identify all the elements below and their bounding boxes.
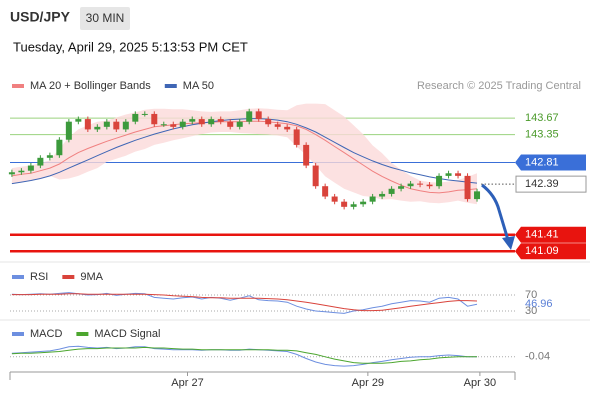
candle-body — [265, 119, 272, 125]
y-tick-label: -0.04 — [525, 351, 550, 363]
level-box — [515, 243, 586, 260]
candle-body — [179, 121, 186, 127]
candle-body — [417, 183, 424, 185]
x-tick-label: Apr 30 — [464, 377, 496, 389]
candle-body — [103, 121, 110, 127]
candle-body — [274, 124, 281, 127]
candle-body — [236, 121, 243, 127]
x-tick-label: Apr 27 — [171, 377, 203, 389]
level-label: 141.09 — [525, 245, 559, 257]
candle-body — [436, 175, 443, 187]
current-value-label: 46.96 — [525, 298, 553, 310]
candle-body — [75, 119, 82, 122]
legend-label: MACD — [30, 328, 62, 340]
legend-label: 9MA — [80, 271, 103, 283]
candle-body — [84, 119, 91, 130]
y-tick-label: 70 — [525, 289, 537, 301]
candle-body — [113, 121, 120, 130]
legend-swatch — [12, 275, 24, 279]
candle-body — [132, 113, 139, 122]
line — [11, 293, 478, 312]
current-price-label: 142.39 — [525, 178, 559, 190]
candle-body — [170, 124, 177, 127]
candle-body — [246, 111, 253, 122]
interval-badge — [80, 7, 130, 30]
candle-body — [322, 186, 329, 197]
candle-body — [65, 121, 72, 140]
level-label: 143.35 — [525, 128, 559, 140]
candle-body — [284, 126, 291, 130]
level-box — [515, 226, 586, 243]
candle-body — [369, 196, 376, 202]
symbol: USD/JPY — [10, 9, 71, 25]
candle-body — [445, 173, 452, 176]
candle-body — [341, 201, 348, 207]
forecast-arrow — [481, 183, 510, 241]
candle-body — [255, 111, 262, 120]
timestamp: Tuesday, April 29, 2025 5:13:53 PM CET — [13, 39, 248, 54]
credit: Research © 2025 Trading Central — [417, 80, 581, 92]
candle-body — [388, 188, 395, 194]
level-label: 141.41 — [525, 229, 559, 241]
legend-label: MACD Signal — [94, 328, 160, 340]
candle-body — [350, 204, 357, 207]
candle-body — [18, 170, 25, 173]
candle-body — [303, 144, 310, 166]
legend-swatch — [12, 332, 24, 336]
interval: 30 MIN — [86, 11, 125, 25]
candle-body — [464, 175, 471, 200]
x-tick-label: Apr 29 — [352, 377, 384, 389]
legend-swatch — [12, 84, 24, 88]
candle-body — [227, 121, 234, 127]
candle-body — [360, 201, 367, 205]
candle-body — [122, 121, 129, 130]
candle-body — [474, 191, 481, 200]
line — [11, 292, 478, 314]
legend-label: MA 20 + Bollinger Bands — [30, 80, 151, 92]
candle-body — [27, 165, 34, 171]
level-label: 142.81 — [525, 156, 559, 168]
line — [11, 120, 478, 194]
candle-body — [293, 129, 300, 145]
candle-body — [407, 183, 414, 187]
candle-body — [94, 126, 101, 130]
candle-body — [426, 184, 433, 187]
candle-body — [37, 157, 44, 166]
candle-body — [331, 196, 338, 202]
legend-swatch — [76, 332, 89, 336]
candle-body — [160, 124, 167, 126]
candle-body — [8, 172, 15, 175]
candle-body — [217, 119, 224, 122]
legend-swatch — [164, 84, 177, 88]
candle-body — [141, 113, 148, 115]
candle-body — [208, 119, 215, 125]
legend-label: RSI — [30, 271, 48, 283]
y-tick-label: 30 — [525, 305, 537, 317]
candle-body — [189, 119, 196, 122]
candle-body — [312, 165, 319, 187]
level-box — [515, 154, 586, 171]
candle-body — [398, 186, 405, 189]
level-label: 143.67 — [525, 112, 559, 124]
forecast-arrowhead — [502, 236, 515, 250]
legend-swatch — [62, 275, 75, 279]
line — [11, 118, 478, 185]
line — [11, 346, 477, 364]
candle-body — [151, 113, 158, 125]
legend-label: MA 50 — [183, 80, 214, 92]
candle-body — [46, 155, 53, 158]
candle-body — [56, 139, 63, 156]
candle-body — [198, 119, 205, 125]
current-price-box — [515, 175, 587, 193]
candle-body — [379, 193, 386, 197]
candle-body — [455, 173, 462, 176]
